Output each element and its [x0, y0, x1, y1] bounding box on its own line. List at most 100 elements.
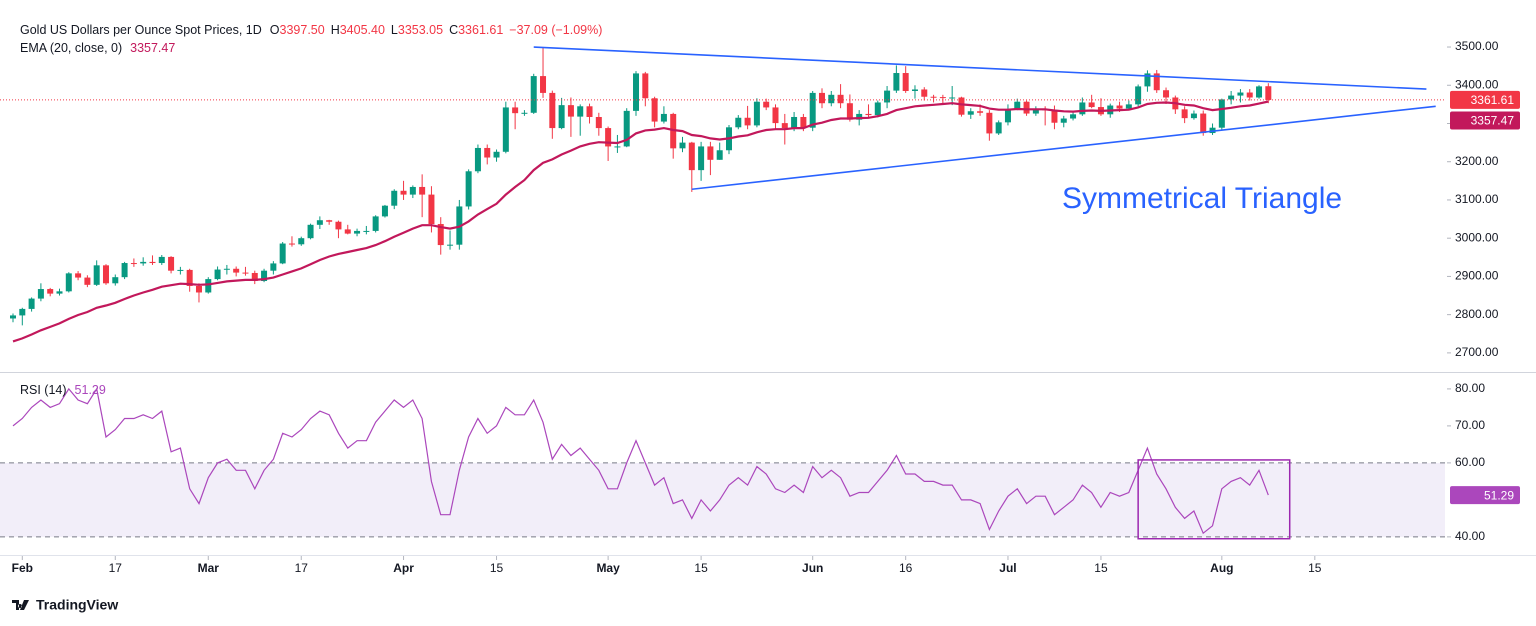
candle-body	[205, 279, 212, 293]
candle-body	[688, 142, 695, 171]
candle-body	[37, 289, 44, 299]
y-tick-label: 40.00	[1455, 529, 1485, 543]
highlight-box	[1137, 459, 1291, 540]
candle-body	[363, 230, 370, 232]
y-tick-label: 3400.00	[1455, 77, 1499, 91]
candle-body	[1163, 90, 1170, 98]
candle-body	[977, 111, 984, 113]
candle-body	[967, 111, 974, 115]
last-price-tag-bg	[1450, 90, 1520, 109]
candle-body	[270, 263, 277, 271]
series-line	[12, 100, 1269, 343]
candle-body	[298, 238, 305, 245]
x-tick-label: May	[596, 561, 620, 575]
pane: 80.00 70.00 60.00 40.00 Feb 17 Mar 17 Apr 15 May 15…	[0, 381, 1520, 575]
y-tick-label: 2900.00	[1455, 269, 1499, 283]
ohlc-key: O	[270, 23, 280, 37]
candle-body	[809, 92, 816, 128]
candle-body	[744, 117, 751, 126]
ema-value: 3357.47	[130, 41, 175, 55]
candle-body	[47, 289, 54, 294]
ema-tag: 3357.47	[1471, 114, 1515, 128]
candle-body	[986, 112, 993, 134]
ohlc-key: L	[391, 23, 398, 37]
candle-body	[149, 261, 156, 264]
candle-body	[223, 268, 230, 270]
candle-body	[791, 116, 798, 129]
x-tick-label: 15	[694, 561, 708, 575]
rsi-name: RSI (14)	[20, 383, 67, 397]
series-line	[12, 387, 1269, 535]
candle-body	[372, 216, 379, 231]
candle-body	[1153, 73, 1160, 91]
candle-body	[781, 123, 788, 129]
candle-body	[28, 298, 35, 309]
candle-body	[1200, 113, 1207, 134]
candle-body	[251, 272, 258, 282]
rsi-legend: RSI (14) 51.29	[20, 383, 106, 397]
x-tick-label: Feb	[12, 561, 33, 575]
candle-body	[75, 273, 82, 278]
candle-body	[1070, 114, 1077, 119]
change: −37.09 (−1.09%)	[509, 23, 602, 37]
candle-body	[707, 146, 714, 160]
candle-body	[186, 269, 193, 286]
candle-body	[502, 107, 509, 152]
candle-body	[679, 142, 686, 149]
candle-body	[772, 107, 779, 124]
candle-body	[391, 190, 398, 206]
y-tick-label: 3200.00	[1455, 154, 1499, 168]
candle-body	[949, 97, 956, 99]
rsi-value: 51.29	[75, 383, 106, 397]
candle-body	[400, 190, 407, 195]
candle-body	[1051, 110, 1058, 123]
candle-body	[623, 110, 630, 147]
x-tick-label: 15	[1094, 561, 1108, 575]
x-tick-label: Apr	[393, 561, 414, 575]
x-tick-label: Aug	[1210, 561, 1233, 575]
candle-body	[716, 150, 723, 160]
candle-body	[493, 151, 500, 158]
candle-body	[865, 113, 872, 116]
band-fill	[0, 462, 1445, 537]
candle-body	[642, 73, 649, 99]
brand: TradingView	[36, 597, 118, 613]
candle-body	[893, 73, 900, 91]
candle-body	[288, 243, 295, 245]
candle-body	[102, 265, 109, 284]
candle-body	[465, 171, 472, 207]
y-tick-label: 60.00	[1455, 455, 1485, 469]
y-tick-label: 3500.00	[1455, 39, 1499, 53]
candle-body	[10, 315, 16, 319]
candle-body	[1079, 102, 1086, 115]
ohlc-value: 3397.50	[280, 23, 325, 37]
candle-body	[93, 265, 100, 285]
tradingview-logo: TradingView	[12, 597, 118, 613]
candle-body	[995, 122, 1002, 134]
candle-body	[521, 112, 528, 114]
candle-body	[698, 146, 705, 171]
candle-body	[884, 90, 891, 103]
candle-body	[121, 263, 128, 278]
candle-body	[437, 224, 444, 246]
candle-body	[233, 268, 240, 273]
trendline	[533, 46, 1427, 90]
header: Gold US Dollars per Ounce Spot Prices, 1…	[20, 23, 602, 37]
candle-body	[344, 229, 351, 234]
candle-body	[911, 89, 918, 91]
candle-body	[902, 73, 909, 91]
candle-body	[939, 97, 946, 99]
candle-body	[316, 220, 323, 225]
candle-body	[279, 243, 286, 264]
last-price-tag: 3361.61	[1471, 93, 1515, 107]
ohlc-value: 3361.61	[458, 23, 503, 37]
candle-body	[540, 76, 547, 93]
y-tick-label: 3100.00	[1455, 192, 1499, 206]
candle-body	[577, 106, 584, 117]
candle-body	[549, 92, 556, 129]
candle-body	[670, 113, 677, 149]
candle-body	[484, 147, 491, 158]
candle-body	[158, 256, 165, 264]
candle-body	[586, 106, 593, 117]
ema-tag-bg	[1450, 111, 1520, 130]
